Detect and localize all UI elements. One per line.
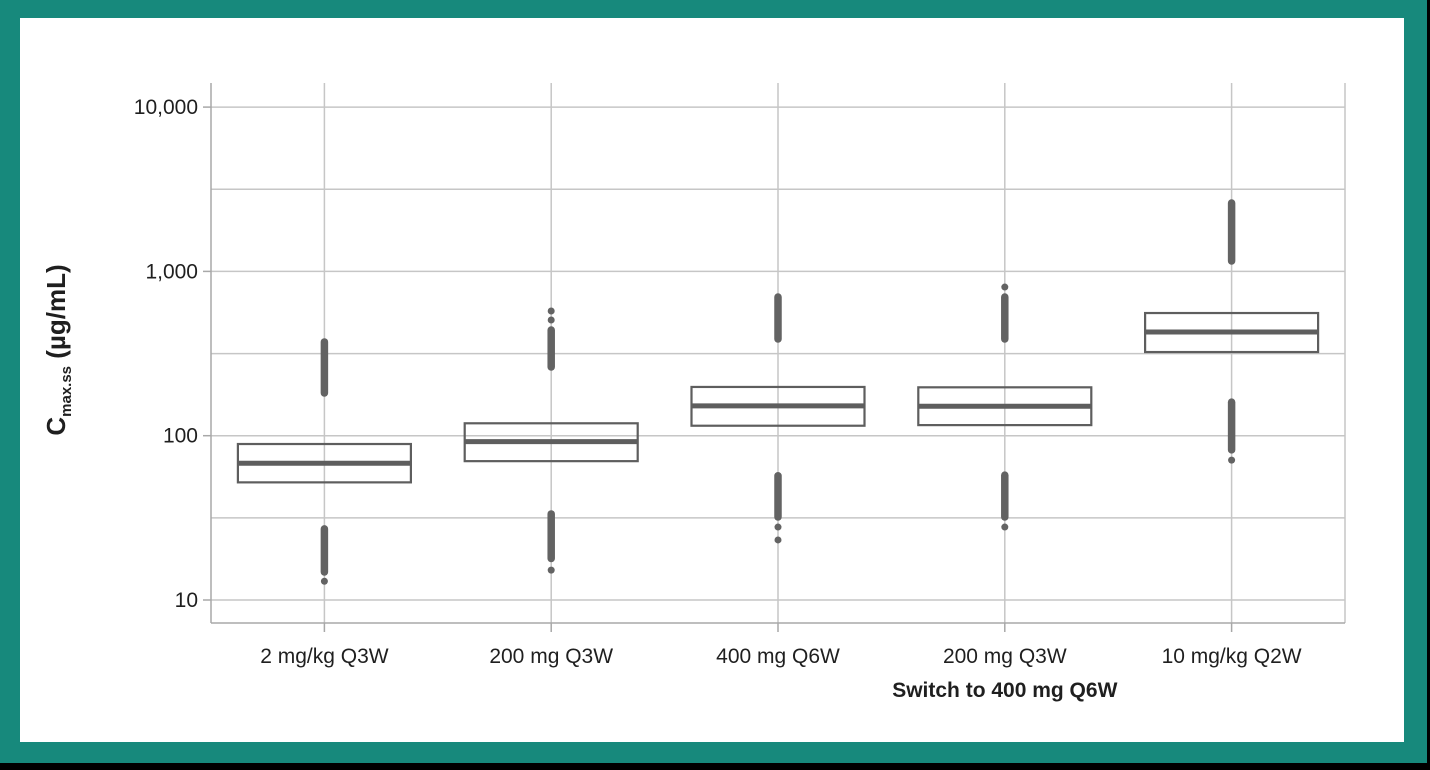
outlier-dot (1228, 456, 1236, 464)
y-tick-label: 1,000 (145, 260, 198, 283)
boxplot-chart: 10 100 1,000 10,000 2 mg/kg Q3W 200 mg Q3W 400… (41, 83, 1346, 702)
x-category-label: 2 mg/kg Q3W (260, 645, 389, 668)
outlier-strip (547, 326, 555, 371)
outlier-strip (320, 338, 329, 397)
outlier-strip (320, 525, 329, 576)
outlier-dot (774, 523, 782, 531)
y-tick-label: 10 (175, 589, 198, 612)
y-tick-label: 10,000 (134, 96, 198, 119)
outlier-strip (774, 472, 782, 521)
outlier-dot (1001, 523, 1009, 531)
outlier-strip (547, 510, 555, 563)
y-axis-title: Cmax.ss (µg/mL) (41, 264, 75, 435)
outlier-dot (320, 577, 328, 585)
x-category-label: 400 mg Q6W (716, 645, 840, 668)
outlier-strip (1001, 293, 1009, 343)
outlier-strip (1227, 398, 1236, 454)
outlier-strip (1001, 471, 1009, 521)
x-axis-annotation: Switch to 400 mg Q6W (892, 679, 1117, 702)
outlier-dot (547, 316, 555, 324)
chart-panel: 10 100 1,000 10,000 2 mg/kg Q3W 200 mg Q3W 400… (20, 18, 1404, 742)
outlier-dot (547, 566, 555, 574)
outlier-strip (1227, 199, 1236, 265)
outlier-strip (774, 293, 782, 343)
y-tick-label: 100 (163, 425, 198, 448)
x-category-label: 200 mg Q3W (943, 645, 1067, 668)
x-category-label: 10 mg/kg Q2W (1162, 645, 1302, 668)
x-category-label: 200 mg Q3W (489, 645, 613, 668)
outlier-dot (1001, 283, 1009, 291)
outlier-dot (774, 536, 782, 544)
outlier-dot (547, 307, 555, 315)
